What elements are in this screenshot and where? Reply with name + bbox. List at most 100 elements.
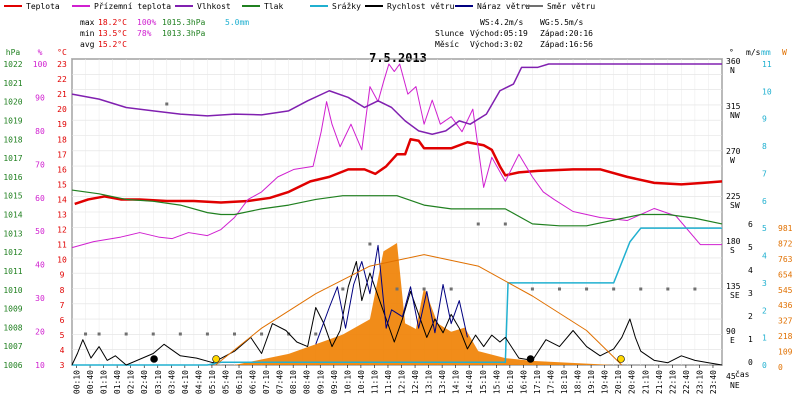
ms-axis-tick: 4 [748, 266, 753, 275]
pct-axis-unit: % [38, 48, 43, 57]
x-tick-label: 00:40 [86, 370, 95, 394]
x-tick-label: 12:40 [411, 370, 420, 394]
pct-axis-tick: 90 [35, 93, 45, 102]
dir-axis-tick-dir: NW [730, 111, 740, 120]
marker-sunrise [212, 355, 220, 363]
x-tick-label: 19:10 [587, 370, 596, 394]
mm-axis-tick: 8 [762, 142, 767, 151]
hpa-axis-tick: 1016 [3, 173, 22, 182]
x-tick-label: 03:40 [167, 370, 176, 394]
mm-axis-tick: 3 [762, 279, 767, 288]
dir-axis-tick-deg: 45 [726, 372, 736, 381]
x-tick-label: 21:40 [655, 370, 664, 394]
dir-axis-tick-dir: SW [730, 201, 740, 210]
x-tick-label: 23:10 [695, 370, 704, 394]
temp-axis-tick: 15 [57, 180, 67, 189]
series-line-vlhkost [71, 63, 722, 135]
wind-direction-point [84, 332, 88, 336]
mm-axis-tick: 5 [762, 224, 767, 233]
series-line-n-raz-v-tru [315, 244, 468, 345]
temp-axis-tick: 6 [60, 316, 65, 325]
wind-direction-point [422, 287, 426, 291]
wm2-axis-tick: 436 [778, 301, 793, 310]
stat-max-temp: 18.2°C [98, 18, 127, 27]
temp-axis-tick: 11 [57, 241, 67, 250]
x-tick-label: 10:40 [357, 370, 366, 394]
sun-label: Slunce [435, 29, 464, 38]
wind-direction-point [260, 332, 264, 336]
wind-direction-point [205, 332, 209, 336]
marker-moonset [526, 355, 535, 363]
wm2-axis-tick: 981 [778, 224, 793, 233]
x-tick-label: 08:10 [289, 370, 298, 394]
x-tick-label: 06:10 [235, 370, 244, 394]
hpa-axis-tick: 1013 [3, 229, 22, 238]
temp-axis-tick: 14 [57, 195, 67, 204]
hpa-axis-tick: 1019 [3, 116, 22, 125]
x-tick-label: 19:40 [601, 370, 610, 394]
x-tick-label: 01:40 [113, 370, 122, 394]
x-tick-label: 11:40 [384, 370, 393, 394]
wind-direction-point [178, 332, 182, 336]
x-tick-label: 07:10 [262, 370, 271, 394]
mm-axis-tick: 1 [762, 334, 767, 343]
ms-axis-tick: 0 [748, 358, 753, 367]
x-tick-label: 17:10 [533, 370, 542, 394]
temp-axis-tick: 19 [57, 120, 67, 129]
marker-sunset [617, 355, 625, 363]
pct-axis-tick: 10 [35, 361, 45, 370]
wind-direction-point [693, 287, 697, 291]
hpa-axis-tick: 1021 [3, 79, 22, 88]
wind-direction-point [585, 287, 589, 291]
legend-label-4: Tlak [264, 2, 283, 11]
legend-label-2: Přízemní teplota [94, 2, 171, 11]
moon-rise: Východ:3:02 [470, 40, 523, 49]
series-line-sr-ky [72, 227, 722, 366]
axes: hPa1022102110201019101810171016101510141… [3, 48, 792, 394]
pct-axis-tick: 100 [33, 60, 48, 69]
hpa-axis-tick: 1006 [3, 361, 22, 370]
hpa-axis-tick: 1022 [3, 60, 22, 69]
dir-axis-tick-dir: E [730, 336, 735, 345]
mm-axis-tick: 6 [762, 197, 767, 206]
dir-axis-tick-deg: 315 [726, 102, 741, 111]
temp-axis-tick: 13 [57, 211, 67, 220]
x-unit-label: čas [735, 369, 750, 379]
x-tick-label: 02:10 [127, 370, 136, 394]
x-tick-label: 07:40 [276, 370, 285, 394]
wind-direction-point [449, 287, 453, 291]
wind-direction-point [530, 287, 534, 291]
hpa-axis-tick: 1010 [3, 286, 22, 295]
hpa-axis-unit: hPa [6, 48, 21, 57]
sun-rise: Východ:05:19 [470, 29, 528, 38]
x-tick-label: 22:10 [668, 370, 677, 394]
pct-axis-tick: 30 [35, 294, 45, 303]
x-tick-label: 18:40 [574, 370, 583, 394]
hpa-axis-tick: 1014 [3, 211, 22, 220]
temp-axis-tick: 21 [57, 90, 67, 99]
pct-axis-tick: 70 [35, 160, 45, 169]
mm-axis-unit: mm [761, 48, 771, 57]
ms-axis-tick: 2 [748, 312, 753, 321]
x-tick-label: 09:40 [330, 370, 339, 394]
dir-axis-tick-dir: N [730, 66, 735, 75]
wm2-axis-tick: 872 [778, 239, 793, 248]
x-tick-label: 15:10 [479, 370, 488, 394]
wm2-axis-tick: 654 [778, 270, 793, 279]
temp-axis-tick: 17 [57, 150, 67, 159]
dir-axis-tick-deg: 360 [726, 57, 741, 66]
series-line-tlak [71, 189, 723, 227]
stat-max-press: 1015.3hPa [162, 18, 206, 27]
dir-axis-tick-deg: 225 [726, 192, 741, 201]
dir-axis-tick-deg: 270 [726, 147, 741, 156]
plot-series [71, 63, 723, 366]
stat-max-rain: 5.0mm [225, 18, 249, 27]
temp-axis-tick: 20 [57, 105, 67, 114]
wm2-axis-tick: 763 [778, 255, 793, 264]
hpa-axis-tick: 1011 [3, 267, 22, 276]
wind-direction-point [639, 287, 643, 291]
wind-direction-point [314, 332, 318, 336]
temp-axis-tick: 3 [60, 361, 65, 370]
x-tick-label: 11:10 [370, 370, 379, 394]
